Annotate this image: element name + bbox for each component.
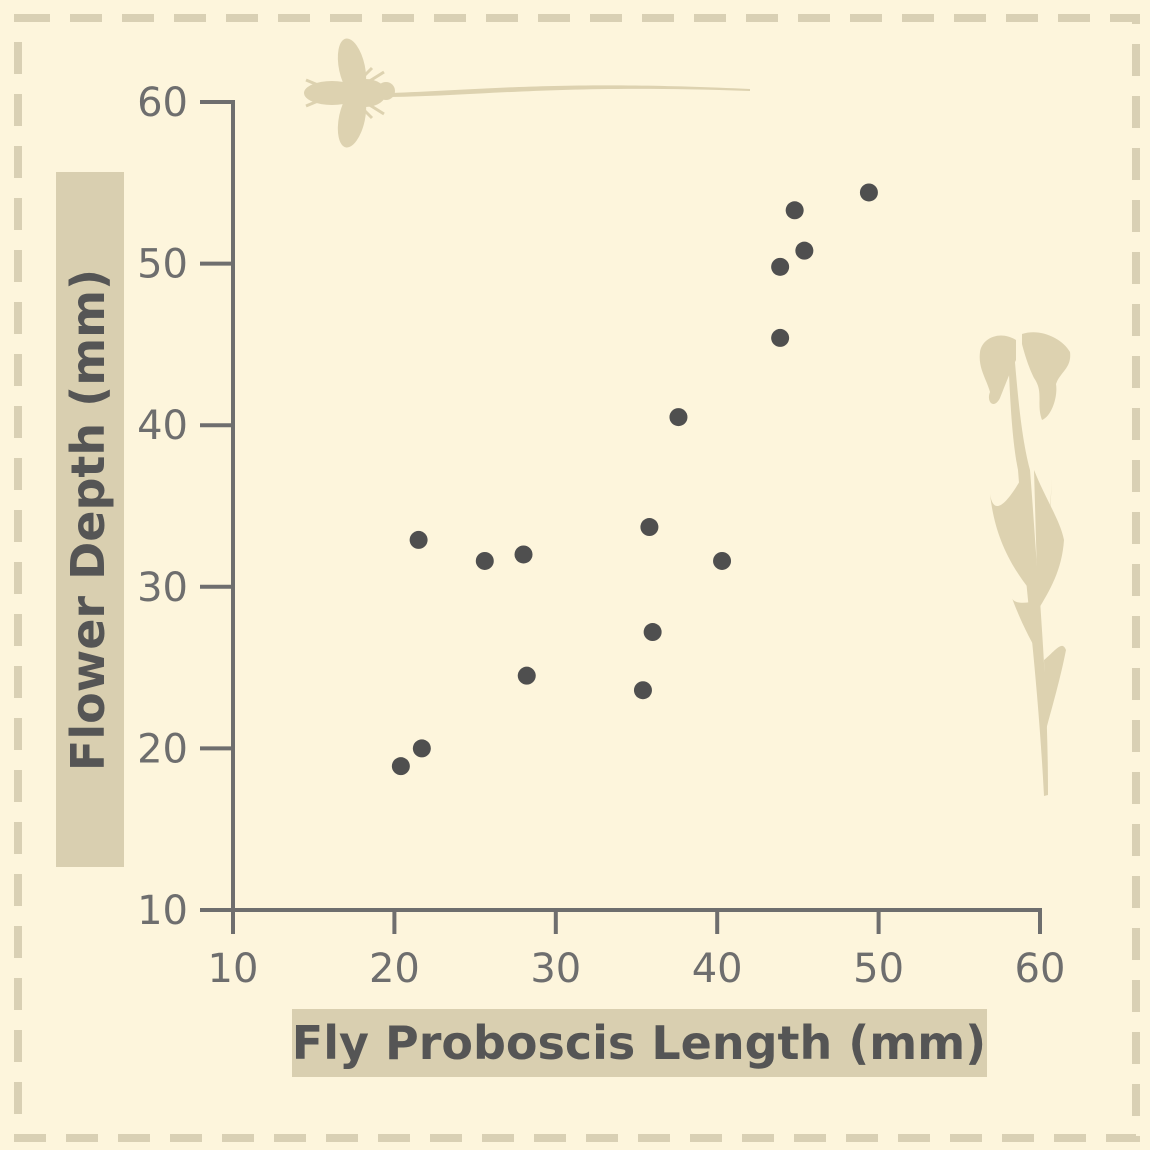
data-point	[412, 739, 431, 758]
fly-silhouette-icon	[304, 38, 750, 148]
y-tick-label: 40	[137, 403, 188, 449]
x-axis-title-band	[292, 1009, 987, 1077]
data-point	[785, 201, 804, 220]
y-axis-title: Flower Depth (mm)	[61, 269, 115, 771]
y-axis-title-band	[56, 172, 124, 867]
data-point	[640, 518, 659, 537]
y-tick-label: 50	[137, 242, 188, 288]
axis-ticks: 10 20 30 40 50 60 10 20 30 40 50 60	[137, 80, 1065, 992]
x-axis-title: Fly Proboscis Length (mm)	[292, 1016, 986, 1070]
y-tick-label: 60	[137, 80, 188, 126]
y-tick-label: 10	[137, 888, 188, 934]
data-point	[771, 328, 790, 347]
data-point	[669, 408, 688, 427]
y-tick-label: 30	[137, 565, 188, 611]
x-tick-label: 20	[369, 946, 420, 992]
data-point	[475, 551, 494, 570]
data-point	[643, 623, 662, 642]
x-tick-label: 40	[692, 946, 743, 992]
data-point	[713, 551, 732, 570]
data-point	[514, 545, 533, 564]
data-point	[859, 183, 878, 202]
data-point	[409, 530, 428, 549]
x-tick-label: 10	[208, 946, 259, 992]
data-point	[517, 666, 536, 685]
data-point	[771, 257, 790, 276]
x-tick-label: 60	[1015, 946, 1066, 992]
data-point	[633, 681, 652, 700]
x-tick-label: 50	[853, 946, 904, 992]
data-point	[391, 757, 410, 776]
x-tick-label: 30	[530, 946, 581, 992]
data-points	[391, 183, 878, 776]
y-tick-label: 20	[137, 726, 188, 772]
data-point	[795, 241, 814, 260]
dashed-frame	[14, 14, 1140, 1142]
flower-silhouette-icon	[979, 332, 1071, 796]
